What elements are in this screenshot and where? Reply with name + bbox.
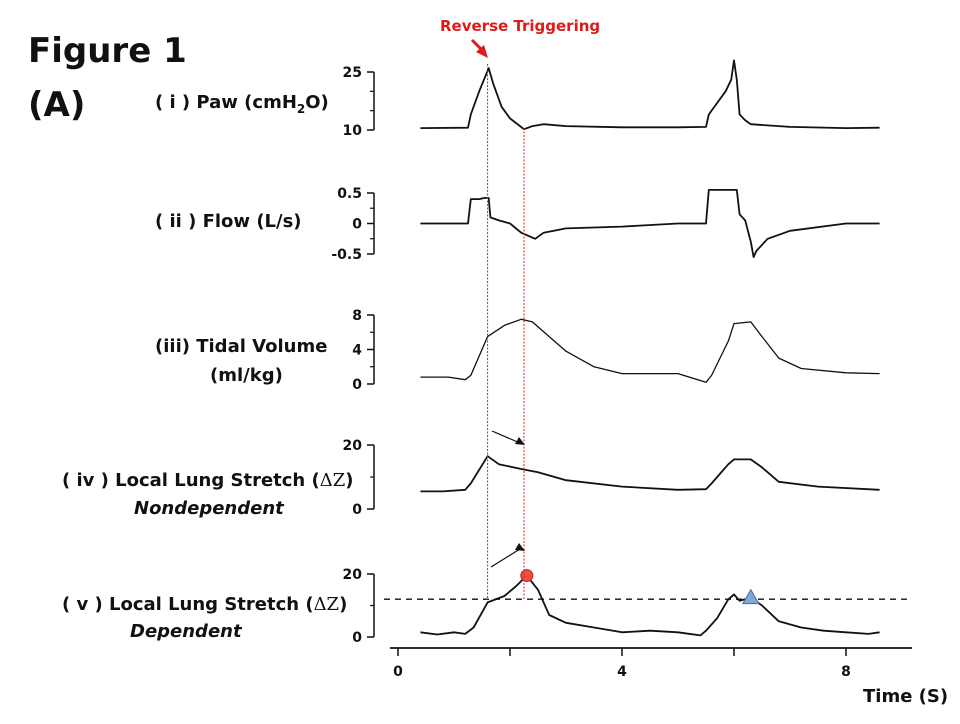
panel-4-sublabel: Nondependent [134, 498, 285, 519]
panel-4-trace [420, 455, 880, 493]
x-axis-tick-label: 4 [617, 664, 627, 680]
panel-2-trace [420, 188, 880, 259]
figure-title: Figure 1 [28, 31, 187, 71]
dependent-arrow-head [515, 543, 525, 551]
panel-3-trace [420, 318, 880, 383]
panel-2-y-tick-label: 0.5 [337, 186, 362, 202]
panel-1-y-tick-label: 25 [343, 65, 362, 81]
figure-panel-letter: (A) [28, 85, 85, 125]
x-axis-tick-label: 0 [393, 664, 403, 680]
panel-1-label: ( i ) Paw (cmH2O) [155, 92, 329, 116]
panel-1-label-prefix: ( i ) Paw (cmH [155, 92, 297, 113]
panel-5-label: ( v ) Local Lung Stretch (ΔZ) [62, 594, 347, 615]
nondependent-arrow-shaft [491, 430, 521, 444]
reverse-triggering-label: Reverse Triggering [440, 17, 600, 35]
panel-4-y-tick-label: 20 [343, 438, 363, 454]
panel-3-label: (iii) Tidal Volume [155, 336, 327, 357]
panel-5-y-tick-label: 0 [352, 630, 362, 646]
panel-2-y-tick-label: -0.5 [331, 247, 362, 263]
panel-5-trace [420, 574, 880, 637]
panel-5-y-tick-label: 20 [343, 567, 363, 583]
dependent-arrow-shaft [490, 548, 521, 568]
panel-4-label-suffix: ) [345, 470, 353, 491]
reverse-triggering-arrow [470, 38, 488, 58]
panel-1-label-subscript: 2 [297, 102, 305, 116]
panel-5-label-symbol: ΔZ [314, 594, 340, 615]
panel-4-label-symbol: ΔZ [320, 470, 346, 491]
panel-3-label-units: (ml/kg) [210, 365, 283, 386]
panel-5-label-suffix: ) [339, 594, 347, 615]
nondependent-arrow-head [515, 437, 525, 445]
panel-4-y-tick-label: 0 [352, 502, 362, 518]
panel-1-label-suffix: O) [305, 92, 329, 113]
panel-3-y-tick-label: 0 [352, 377, 362, 393]
panel-4-label: ( iv ) Local Lung Stretch (ΔZ) [62, 470, 353, 491]
peak-triangle-marker [741, 588, 760, 605]
panel-2-y-tick-label: 0 [352, 217, 362, 233]
panel-2-label: ( ii ) Flow (L/s) [155, 211, 302, 232]
panel-4-label-prefix: ( iv ) Local Lung Stretch ( [62, 470, 320, 491]
panel-1-trace [420, 59, 880, 131]
peak-circle-marker [520, 569, 534, 583]
x-axis-tick-label: 8 [841, 664, 851, 680]
x-axis-title: Time (S) [863, 686, 948, 707]
panel-1-y-tick-label: 10 [343, 123, 363, 139]
panel-3-y-tick-label: 8 [352, 308, 362, 324]
panel-3-y-tick-label: 4 [352, 343, 362, 359]
reverse-triggering-arrow-head [476, 45, 488, 58]
panel-5-sublabel: Dependent [130, 621, 243, 642]
panel-5-label-prefix: ( v ) Local Lung Stretch ( [62, 594, 314, 615]
